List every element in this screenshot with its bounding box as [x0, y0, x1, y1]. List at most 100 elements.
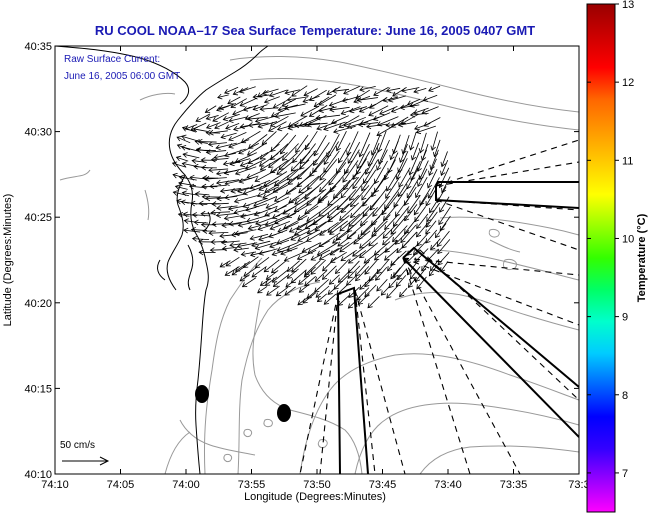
current-vector-head — [437, 260, 443, 266]
current-vector — [182, 192, 198, 196]
current-vector — [373, 112, 391, 121]
current-vector — [309, 105, 328, 117]
x-tick-label: 74:00 — [172, 479, 200, 491]
current-vector — [358, 122, 379, 126]
current-vector-head — [316, 125, 322, 131]
current-vector-head — [233, 246, 239, 253]
current-vector — [398, 167, 411, 188]
current-vector — [410, 131, 417, 150]
current-vector — [425, 220, 437, 235]
current-vector — [255, 241, 277, 249]
current-vector — [317, 293, 328, 302]
current-vector — [419, 160, 429, 180]
current-vector-head — [198, 200, 204, 207]
current-vector — [437, 252, 450, 266]
current-vector — [326, 133, 340, 158]
current-vector-head — [209, 247, 215, 253]
current-vector-head — [286, 273, 293, 279]
current-vector — [287, 166, 310, 185]
current-vector — [361, 169, 377, 191]
current-vector — [346, 220, 368, 240]
current-vector — [386, 169, 400, 192]
current-vector — [393, 187, 408, 208]
current-vector-head — [361, 186, 367, 192]
current-vector — [384, 240, 399, 253]
current-vector — [319, 248, 339, 260]
y-tick-label: 40:30 — [24, 127, 52, 139]
current-vector — [183, 153, 200, 159]
current-vector — [342, 95, 361, 102]
current-vector — [376, 149, 388, 171]
current-vector — [284, 286, 296, 296]
current-vector — [368, 229, 387, 247]
current-vector — [277, 222, 299, 233]
x-axis-label: Longitude (Degrees:Minutes) — [244, 491, 386, 503]
current-vector — [441, 151, 448, 167]
current-vector — [266, 270, 279, 280]
current-vector-head — [229, 242, 235, 248]
current-vector — [340, 176, 359, 199]
current-vector-head — [398, 182, 404, 188]
current-vector-head — [223, 169, 230, 176]
current-vector-head — [409, 111, 415, 118]
current-vector — [384, 248, 399, 261]
current-vector-head — [338, 122, 344, 128]
current-vector-head — [231, 270, 237, 276]
current-vector — [434, 139, 441, 157]
current-vector — [346, 275, 357, 286]
current-vector-head — [176, 136, 182, 142]
current-vector-head — [347, 273, 353, 279]
current-vector — [381, 285, 390, 296]
current-vector-head — [230, 231, 237, 238]
current-vector — [327, 185, 349, 206]
current-vector — [228, 116, 248, 122]
current-vector-head — [273, 181, 280, 187]
coastline — [55, 46, 269, 474]
current-vector-head — [205, 129, 211, 136]
current-vector — [343, 116, 366, 127]
current-vector-head — [249, 235, 255, 241]
current-vector-head — [219, 232, 225, 239]
current-vector-head — [412, 250, 419, 256]
current-vector — [242, 184, 267, 195]
current-vector-head — [257, 123, 263, 129]
y-tick-label: 40:15 — [24, 383, 52, 395]
current-vector — [423, 94, 438, 101]
current-vector-head — [286, 96, 292, 103]
current-vector-head — [247, 225, 253, 231]
current-vector — [255, 214, 281, 225]
y-tick-label: 40:35 — [24, 41, 52, 53]
current-vector-head — [228, 220, 234, 227]
current-vector-head — [216, 205, 222, 211]
current-vector — [404, 215, 420, 234]
current-vector — [336, 283, 349, 296]
current-vector-head — [415, 128, 422, 135]
current-vector-head — [386, 186, 392, 192]
current-vector — [212, 112, 230, 122]
current-vector — [219, 260, 231, 268]
current-vector — [341, 194, 360, 213]
current-vector-head — [359, 243, 365, 249]
current-vector-head — [283, 256, 290, 262]
current-vector-head — [239, 276, 245, 282]
current-vector — [195, 193, 210, 196]
current-vector — [280, 247, 298, 255]
current-vector — [398, 121, 417, 126]
current-vector-head — [298, 188, 304, 194]
surface-current-vectors — [171, 85, 451, 309]
current-vector — [241, 130, 261, 143]
current-vector — [276, 158, 297, 175]
current-vector — [216, 212, 237, 216]
current-vector — [429, 197, 440, 213]
current-vector — [338, 115, 360, 128]
current-vector — [270, 159, 289, 174]
current-vector-head — [362, 211, 368, 217]
current-vector — [407, 195, 421, 214]
current-vector-head — [364, 291, 370, 298]
current-vector — [388, 274, 401, 288]
current-vector-head — [190, 226, 196, 233]
current-vector — [287, 268, 299, 279]
current-vector — [436, 186, 447, 203]
current-vector — [233, 247, 249, 251]
